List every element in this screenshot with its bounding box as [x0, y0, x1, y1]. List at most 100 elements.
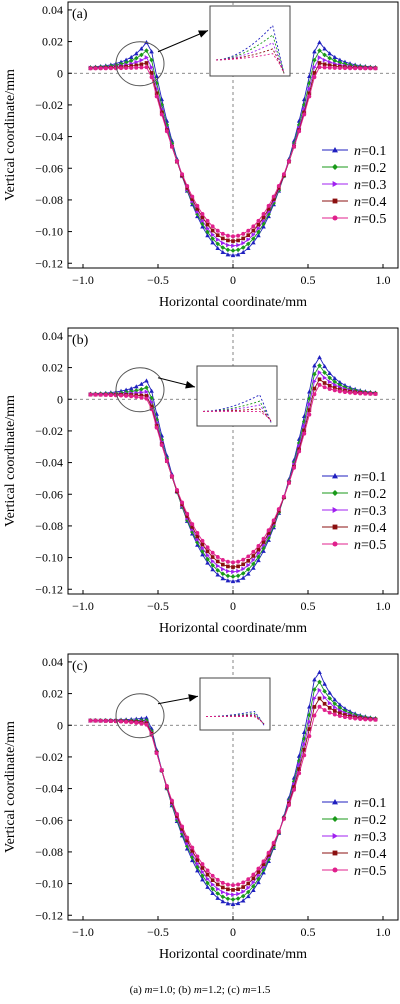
- data-point: [200, 877, 205, 882]
- legend-var: n: [354, 796, 361, 811]
- data-point: [108, 719, 113, 724]
- inset-box: [196, 365, 278, 427]
- data-point: [251, 887, 256, 892]
- data-point: [103, 718, 108, 723]
- data-point: [332, 709, 337, 713]
- data-point: [215, 554, 220, 559]
- data-point: [236, 564, 240, 569]
- data-point: [190, 845, 195, 850]
- data-point: [235, 896, 241, 901]
- data-point: [205, 872, 210, 877]
- data-point: [205, 868, 210, 873]
- data-point: [210, 240, 215, 245]
- data-point: [327, 387, 332, 391]
- panel-label: (b): [72, 333, 89, 348]
- legend-var: n: [354, 504, 361, 519]
- inset-box: [199, 677, 271, 731]
- data-point: [302, 423, 307, 429]
- data-point: [184, 517, 190, 523]
- caption-part: m: [144, 984, 153, 996]
- data-point: [292, 785, 296, 789]
- legend-marker: [332, 833, 338, 839]
- data-point: [251, 565, 256, 570]
- data-point: [342, 708, 348, 714]
- inset-series-line: [202, 404, 272, 423]
- legend-value: =0.3: [361, 504, 386, 519]
- data-point: [220, 566, 226, 572]
- data-point: [241, 885, 246, 889]
- data-point: [271, 197, 276, 201]
- data-point: [139, 386, 144, 392]
- data-point: [195, 864, 200, 870]
- data-point: [271, 520, 276, 525]
- data-point: [363, 391, 368, 396]
- data-point: [287, 480, 291, 485]
- data-point: [139, 57, 144, 63]
- data-point: [337, 57, 343, 62]
- legend-marker: [332, 490, 338, 496]
- legend-value: =0.3: [361, 830, 386, 845]
- data-point: [266, 203, 271, 208]
- data-point: [312, 695, 317, 701]
- data-point: [195, 207, 200, 211]
- data-point: [180, 824, 185, 829]
- data-point: [236, 559, 241, 564]
- data-point: [240, 571, 246, 576]
- data-point: [322, 708, 327, 713]
- data-point: [246, 877, 251, 882]
- data-point: [154, 91, 159, 96]
- legend-value: =0.1: [361, 796, 386, 811]
- data-point: [302, 106, 307, 112]
- data-point: [226, 564, 230, 569]
- data-point: [246, 562, 251, 568]
- inset-series-line: [215, 24, 285, 74]
- data-point: [134, 388, 139, 393]
- legend-label: n=0.4: [354, 521, 386, 536]
- x-tick-label: −0.5: [147, 273, 169, 287]
- data-point: [134, 55, 139, 61]
- data-point: [337, 705, 343, 711]
- caption-part: m: [193, 984, 202, 996]
- data-point: [251, 549, 256, 554]
- legend-value: =0.1: [361, 144, 386, 159]
- data-point: [149, 399, 154, 405]
- data-point: [205, 218, 210, 223]
- data-point: [363, 66, 368, 71]
- y-tick-label: 0.02: [42, 35, 63, 49]
- data-point: [128, 54, 134, 59]
- data-point: [210, 886, 215, 892]
- data-point: [220, 899, 226, 904]
- data-point: [256, 557, 261, 563]
- y-tick-label: −0.06: [35, 813, 63, 827]
- data-point: [236, 233, 241, 238]
- legend-label: n=0.5: [354, 538, 386, 553]
- data-point: [292, 144, 297, 149]
- data-point: [98, 66, 103, 71]
- data-point: [231, 239, 235, 243]
- data-point: [124, 719, 129, 724]
- data-point: [215, 895, 221, 900]
- data-point: [291, 779, 297, 784]
- data-point: [327, 696, 332, 701]
- x-axis-label: Horizontal coordinate/mm: [159, 621, 307, 636]
- data-point: [327, 51, 332, 56]
- data-point: [139, 393, 144, 398]
- chart-panel: 0.040.020−0.02−0.04−0.06−0.08−0.10−0.12−…: [3, 653, 399, 962]
- data-point: [322, 62, 327, 67]
- x-axis-label: Horizontal coordinate/mm: [159, 295, 307, 310]
- data-point: [312, 687, 317, 692]
- data-point: [327, 710, 332, 715]
- data-point: [215, 572, 221, 577]
- legend-value: =0.5: [361, 864, 386, 879]
- data-point: [144, 385, 149, 390]
- data-point: [195, 531, 200, 535]
- data-point: [322, 370, 327, 375]
- data-point: [302, 753, 307, 758]
- x-tick-label: −0.5: [147, 925, 169, 939]
- data-point: [210, 550, 215, 555]
- data-point: [297, 449, 302, 454]
- data-point: [124, 66, 129, 71]
- legend-var: n: [354, 830, 361, 845]
- data-point: [215, 241, 221, 247]
- data-point: [261, 211, 266, 216]
